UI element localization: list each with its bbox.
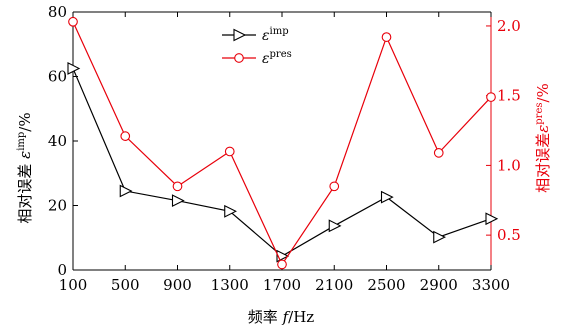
x-tick-label: 900 [163, 276, 192, 294]
x-tick-label: 2500 [367, 276, 405, 294]
data-point-imp [433, 230, 446, 244]
data-point-pres [120, 131, 131, 141]
y-left-title-sup: imp [16, 132, 27, 151]
y-right-tick-label: 1.0 [497, 156, 521, 174]
y-right-tick-label: 0.5 [497, 226, 521, 244]
data-point-imp [485, 212, 499, 226]
legend-marker-imp [233, 28, 247, 42]
legend-label-0: εimp [262, 26, 289, 44]
y-left-tick-label: 0 [57, 261, 67, 279]
legend-symbol: ε [262, 28, 270, 44]
y-left-tick-label: 80 [48, 3, 67, 21]
x-tick-label: 2100 [315, 276, 353, 294]
x-tick-label: 3300 [472, 276, 510, 294]
data-point-pres [381, 32, 392, 42]
x-axis-title-prefix: 频率 [248, 308, 283, 326]
y-right-title-unit: /% [534, 83, 552, 102]
x-tick-label: 1300 [211, 276, 249, 294]
y-left-tick-label: 60 [48, 68, 67, 86]
series-line-imp [72, 68, 492, 257]
y-left-tick-label: 40 [48, 132, 67, 150]
y-left-title-prefix: 相对误差 [16, 159, 34, 224]
data-point-pres [329, 181, 340, 192]
x-axis-title-var: f [282, 308, 291, 326]
y-right-tick-label: 1.5 [497, 87, 521, 105]
data-point-imp [119, 184, 133, 198]
legend-superscript: imp [270, 26, 289, 37]
y-right-title-sup: pres [534, 103, 545, 125]
data-point-imp [380, 190, 394, 204]
legend-superscript: pres [270, 49, 292, 60]
y-right-title-prefix: 相对误差 [534, 133, 552, 193]
y-left-title-symbol: ε [16, 151, 34, 159]
x-tick-label: 100 [59, 276, 88, 294]
data-point-imp [171, 194, 185, 208]
legend-symbol: ε [262, 51, 270, 67]
x-tick-label: 2900 [420, 276, 458, 294]
x-axis-ticks: 100 500 900 1300 1700 2100 2500 2900 3300 [59, 12, 510, 294]
legend-marker-pres [234, 53, 244, 63]
data-point-imp [67, 62, 81, 75]
y-right-axis-title: 相对误差εpres/% [534, 83, 552, 193]
data-point-pres [224, 146, 235, 157]
data-point-pres [172, 181, 183, 192]
data-point-pres [277, 259, 287, 270]
y-left-title-unit: /% [16, 112, 34, 131]
x-tick-label: 500 [111, 276, 140, 294]
series-layer [67, 16, 499, 270]
x-axis-title-unit: /Hz [288, 308, 314, 326]
y-left-axis-title: 相对误差 εimp/% [16, 112, 34, 223]
data-point-pres [433, 148, 444, 158]
y-left-axis-ticks: 0 20 40 60 80 [48, 3, 78, 279]
y-right-title-symbol: ε [534, 125, 552, 133]
x-tick-label: 1700 [263, 276, 301, 294]
y-right-tick-label: 2.0 [497, 17, 521, 35]
data-point-imp [328, 219, 342, 233]
x-axis-title: 频率 f/Hz [248, 308, 314, 326]
y-right-axis-ticks: 0.5 1.0 1.5 2.0 [486, 17, 521, 244]
data-point-imp [224, 204, 237, 218]
legend-label-1: εpres [262, 49, 292, 67]
data-point-pres [486, 92, 496, 102]
y-left-tick-label: 20 [48, 197, 67, 215]
data-point-pres [68, 16, 78, 27]
